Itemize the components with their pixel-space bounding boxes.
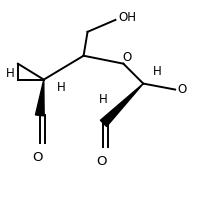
Text: H: H	[153, 65, 162, 78]
Polygon shape	[100, 84, 143, 127]
Text: O: O	[178, 83, 187, 96]
Text: O: O	[123, 51, 132, 64]
Text: H: H	[99, 93, 108, 106]
Text: OH: OH	[118, 11, 136, 24]
Text: O: O	[33, 151, 43, 164]
Polygon shape	[35, 80, 44, 116]
Text: H: H	[6, 67, 14, 80]
Text: H: H	[57, 81, 66, 94]
Text: O: O	[96, 155, 107, 168]
